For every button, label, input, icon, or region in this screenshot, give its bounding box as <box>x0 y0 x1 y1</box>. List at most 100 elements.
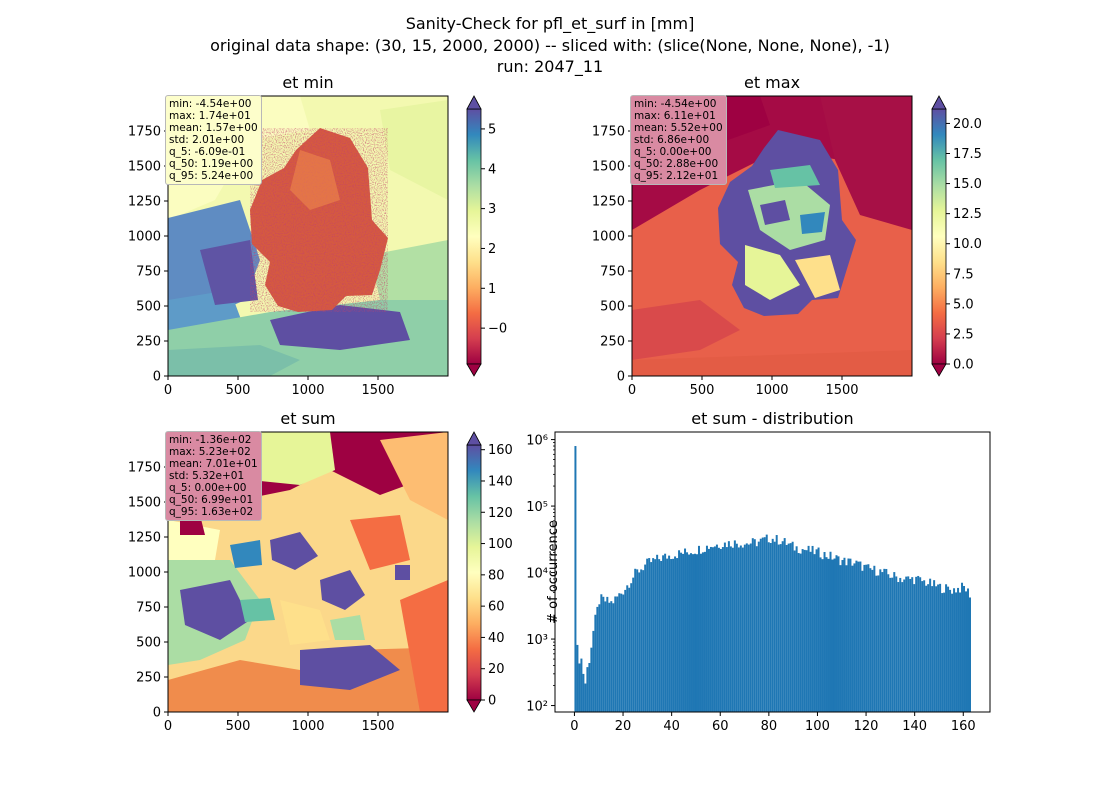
histogram-bar <box>749 543 752 712</box>
y-tick-label: 1250 <box>128 195 161 210</box>
histogram-bar <box>608 602 611 712</box>
histogram-bar <box>650 562 653 712</box>
colorbar-tick-label: 40 <box>488 631 505 646</box>
histogram-bar <box>747 544 750 712</box>
histogram-bar <box>819 557 822 712</box>
histogram-bar <box>634 568 637 712</box>
histogram-bar <box>616 596 619 712</box>
histogram-bar <box>672 558 675 712</box>
y-tick-label: 500 <box>136 636 161 651</box>
histogram-bar <box>636 569 639 712</box>
y-tick-label: 0 <box>617 370 625 385</box>
histogram-bar <box>576 644 579 712</box>
stats-line: q_5: 0.00e+00 <box>169 482 247 494</box>
et-sum-colorbar <box>466 444 482 701</box>
histogram-bar <box>717 547 720 712</box>
histogram-bar <box>799 553 802 712</box>
histogram-bar <box>963 586 966 712</box>
histogram-bar <box>723 542 726 712</box>
histogram-bar <box>622 594 625 712</box>
histogram-bar <box>628 587 631 712</box>
histogram-bar <box>795 546 798 712</box>
histogram-bar <box>839 565 842 712</box>
x-tick-label: 80 <box>761 719 778 734</box>
histogram-bar <box>618 593 621 712</box>
histogram-bar <box>789 543 792 712</box>
colorbar-tick-label: 160 <box>488 443 513 458</box>
histogram-bar <box>757 541 760 712</box>
histogram-bar <box>692 554 695 712</box>
histogram-bar <box>769 543 772 712</box>
colorbar-tick-label: 3 <box>488 202 496 217</box>
histogram-bar <box>765 534 768 712</box>
histogram-bar <box>658 559 661 712</box>
histogram-bar <box>735 543 738 712</box>
et-max-title: et max <box>743 73 801 92</box>
colorbar-tick-label: 7.5 <box>953 267 974 282</box>
histogram-bar <box>767 542 770 712</box>
histogram-bar <box>630 583 633 712</box>
stats-line: mean: 5.52e+00 <box>634 122 723 134</box>
histogram-bar <box>574 446 577 712</box>
histogram-bar <box>923 580 926 712</box>
histogram-bar <box>831 559 834 712</box>
histogram-bar <box>670 559 673 712</box>
x-tick-label: 1500 <box>361 383 394 398</box>
histogram-bar <box>646 558 649 712</box>
histogram-bar <box>596 606 599 712</box>
histogram-bar <box>604 601 607 712</box>
histogram-bar <box>638 572 641 712</box>
histogram-bar <box>929 578 932 712</box>
histogram-bar <box>843 557 846 712</box>
et-sum-title: et sum <box>280 409 336 428</box>
histogram-bar <box>602 596 605 712</box>
colorbar-tick-label: 2 <box>488 242 496 257</box>
histogram-bar <box>652 558 655 712</box>
stats-line: q_5: 0.00e+00 <box>634 146 712 158</box>
histogram-bar <box>721 547 724 712</box>
stats-line: q_95: 2.12e+01 <box>634 170 719 182</box>
y-tick-label: 750 <box>136 265 161 280</box>
histogram-bar <box>949 589 952 712</box>
histogram-bar <box>703 551 706 712</box>
histogram-bar <box>632 577 635 712</box>
histogram-bar <box>915 576 918 712</box>
histogram-bar <box>913 584 916 712</box>
histogram-bar <box>871 569 874 712</box>
histogram-bar <box>763 537 766 712</box>
histogram-bar <box>825 557 828 712</box>
et-sum-ticks: 0 500 1000 1500 0 250 500 750 1000 1250 1500 1750 <box>128 461 395 735</box>
x-tick-label: 0 <box>628 383 636 398</box>
distribution-ylabel: # of occurrence <box>546 520 561 624</box>
histogram-bar <box>845 565 848 712</box>
histogram-bar <box>711 547 714 712</box>
histogram-bar <box>586 667 589 712</box>
x-tick-label: 1000 <box>291 719 324 734</box>
histogram-bar <box>921 581 924 712</box>
histogram-bar <box>873 565 876 712</box>
x-tick-label: 140 <box>902 719 927 734</box>
histogram-bar <box>695 554 698 712</box>
y-tick-label: 1000 <box>592 230 625 245</box>
histogram-bar <box>875 575 878 712</box>
histogram-bar <box>803 549 806 712</box>
histogram-bar <box>592 630 595 712</box>
histogram-bar <box>931 586 934 712</box>
histogram-bar <box>965 591 968 712</box>
et-sum-stats-box: min: -1.36e+02 max: 5.23e+02 mean: 7.01e+0… <box>165 431 262 521</box>
histogram-bar <box>739 545 742 712</box>
y-tick-label: 1000 <box>128 230 161 245</box>
y-tick-label: 1500 <box>128 496 161 511</box>
colorbar-tick-label: 2.5 <box>953 327 974 342</box>
et-max-colorbar <box>931 108 947 365</box>
et-min-colorbar-lower-extend <box>466 363 482 377</box>
histogram-bar <box>610 601 613 712</box>
histogram-bar <box>841 560 844 712</box>
y-tick-label: 0 <box>153 370 161 385</box>
stats-line: mean: 1.57e+00 <box>169 122 258 134</box>
histogram-bar <box>777 544 780 712</box>
histogram-bar <box>867 564 870 712</box>
histogram-bar <box>791 541 794 712</box>
et-max-ticks: 0 500 1000 1500 0 250 500 750 1000 1250 1500 1750 <box>592 125 859 399</box>
histogram-bar <box>701 552 704 712</box>
